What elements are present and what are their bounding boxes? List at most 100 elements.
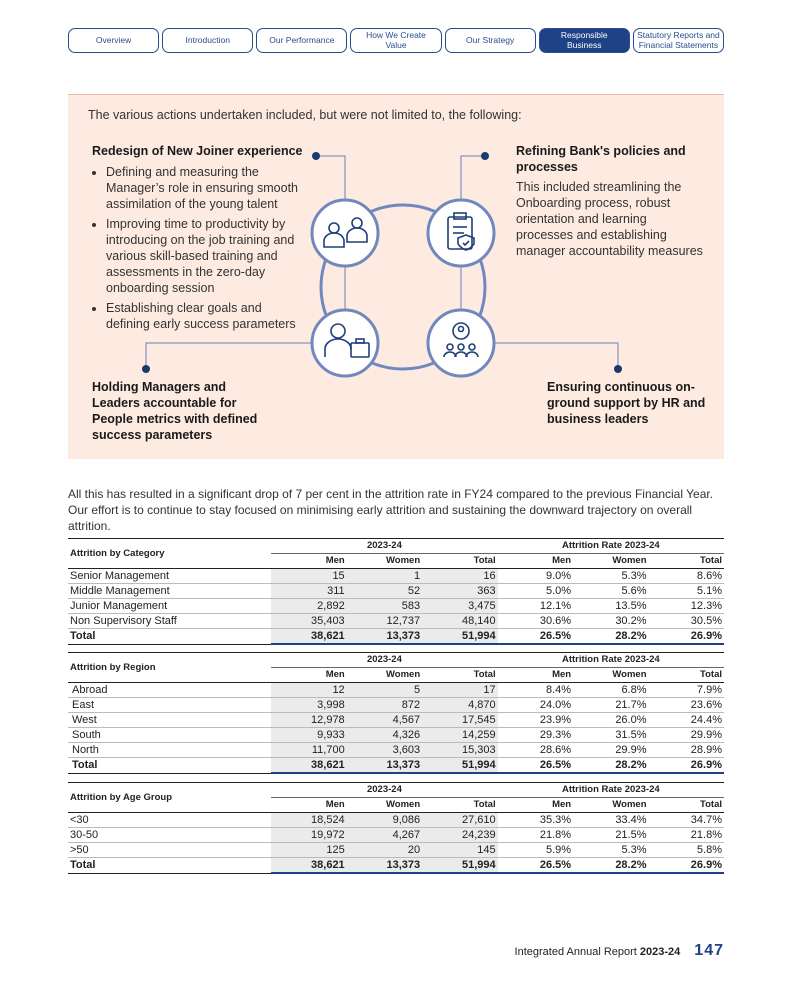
dot [312, 152, 320, 160]
actions-panel: The various actions undertaken included,… [68, 94, 724, 459]
column-header: Total [422, 553, 498, 569]
nav-tab[interactable]: Overview [68, 28, 160, 53]
cell: 363 [422, 583, 498, 599]
row-label: North [68, 742, 272, 758]
attrition-table: Attrition by Age Group 2023-24 Attrition R… [68, 782, 724, 874]
dot [481, 152, 489, 160]
nav-tab[interactable]: Statutory Reports and Financial Statemen… [632, 28, 724, 53]
cell: 28.2% [573, 628, 649, 645]
column-header-row: Men Women Total Men Women Total [68, 667, 724, 683]
diagram [142, 152, 622, 378]
data-row: Senior Management 15 1 16 9.0% 5.3% 8.6% [68, 568, 724, 584]
cell: 872 [346, 697, 423, 713]
cell: 51,994 [422, 628, 498, 645]
row-label: Abroad [68, 682, 272, 698]
row-label: Junior Management [68, 598, 272, 614]
column-header: Men [271, 553, 347, 569]
cell: 52 [346, 583, 423, 599]
cell: 11,700 [271, 742, 347, 758]
cell: 15,303 [422, 742, 498, 758]
cell: 13,373 [346, 628, 423, 645]
cell: 7.9% [648, 682, 724, 698]
cell: 35.3% [497, 812, 574, 828]
cell: 5.1% [648, 583, 724, 599]
cell: 38,621 [271, 757, 347, 774]
cell: 26.5% [497, 857, 574, 874]
cell: 21.7% [573, 697, 649, 713]
nav-bar: Overview Introduction Our Performance How W… [68, 28, 724, 53]
cell: 9,086 [346, 812, 423, 828]
cell: 48,140 [422, 613, 498, 629]
data-row: Middle Management 311 52 363 5.0% 5.6% 5.1% [68, 583, 724, 599]
cell: 35,403 [271, 613, 347, 629]
report-year: 2023-24 [639, 946, 681, 958]
cell: 24.0% [497, 697, 574, 713]
icon-circle [310, 198, 380, 268]
cell: 26.5% [497, 757, 574, 774]
group-header-row: Attrition by Category 2023-24 Attrition Ra… [68, 538, 724, 569]
cell: 5.8% [648, 842, 724, 858]
clipboard-icon [447, 212, 475, 251]
bullet: Establishing clear goals and defining ea… [106, 300, 308, 332]
data-row: North 11,700 3,603 15,303 28.6% 29.9% 28.9% [68, 742, 724, 758]
page-number: 147 [694, 942, 724, 959]
group-header: 2023-24 [271, 652, 498, 668]
cell: 30.5% [648, 613, 724, 629]
cell: 6.8% [573, 682, 649, 698]
nav-tab[interactable]: Our Strategy [444, 28, 536, 53]
cell: 26.0% [573, 712, 649, 728]
cell: 26.9% [648, 857, 724, 874]
column-header: Total [422, 667, 498, 683]
cell: 9,933 [271, 727, 347, 743]
cell: 4,267 [346, 827, 423, 843]
cell: 4,870 [422, 697, 498, 713]
data-row: Abroad 12 5 17 8.4% 6.8% 7.9% [68, 682, 724, 698]
nav-tab[interactable]: Responsible Business [538, 28, 630, 53]
column-header: Women [573, 553, 649, 569]
bottom-left-heading: Holding Managers and Leaders accountable… [92, 380, 258, 442]
cell: 12.1% [497, 598, 574, 614]
cell: 34.7% [648, 812, 724, 828]
cell: 311 [271, 583, 347, 599]
manager-icon [324, 323, 370, 358]
row-label: South [68, 727, 272, 743]
cell: 29.9% [648, 727, 724, 743]
cell: 145 [422, 842, 498, 858]
cell: 28.2% [573, 857, 649, 874]
group-header-row: Attrition by Age Group 2023-24 Attrition R… [68, 782, 724, 813]
group-header-row: Attrition by Region 2023-24 Attrition Rate… [68, 652, 724, 683]
cell: 16 [422, 568, 498, 584]
nav-tab[interactable]: Our Performance [256, 28, 348, 53]
cell: 13,373 [346, 857, 423, 874]
cell: 28.6% [497, 742, 574, 758]
cell: 3,475 [422, 598, 498, 614]
block-heading: Redesign of New Joiner experience [92, 144, 303, 158]
column-header: Men [497, 667, 574, 683]
cell: 23.9% [497, 712, 574, 728]
ring [319, 203, 487, 371]
block-text: This included streamlining the Onboardin… [516, 180, 703, 258]
support-icon [443, 322, 479, 358]
cell: 12,978 [271, 712, 347, 728]
connector [494, 342, 619, 369]
row-label: West [68, 712, 272, 728]
total-row: Total 38,621 13,373 51,994 26.5% 28.2% 26.9% [68, 757, 724, 774]
row-label: <30 [68, 812, 272, 828]
nav-tab[interactable]: How We Create Value [350, 28, 442, 53]
column-header: Men [271, 797, 347, 813]
bullet: Improving time to productivity by introd… [106, 216, 308, 296]
group-header: Attrition Rate 2023-24 [497, 782, 724, 798]
cell: 51,994 [422, 757, 498, 774]
icon-circle [426, 308, 496, 378]
row-label: Middle Management [68, 583, 272, 599]
cell: 2,892 [271, 598, 347, 614]
cell: 28.2% [573, 757, 649, 774]
dot [142, 365, 150, 373]
nav-tab[interactable]: Introduction [162, 28, 254, 53]
group-header: 2023-24 [271, 538, 498, 554]
cell: 29.9% [573, 742, 649, 758]
cell: 19,972 [271, 827, 347, 843]
cell: 24.4% [648, 712, 724, 728]
cell: 26.5% [497, 628, 574, 645]
cell: 13,373 [346, 757, 423, 774]
